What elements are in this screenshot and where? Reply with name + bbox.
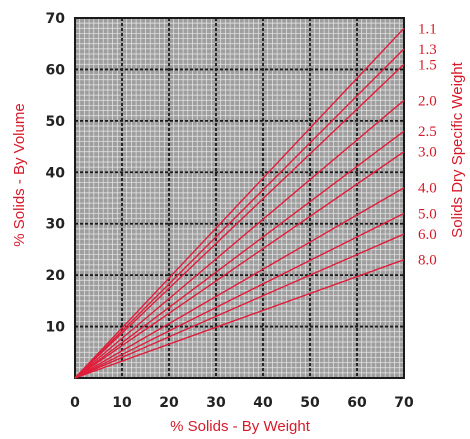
series-label-2.0: 2.0	[418, 93, 437, 109]
y-tick-label: 40	[46, 165, 66, 181]
series-label-8.0: 8.0	[418, 253, 437, 269]
y-tick-labels: 10 20 30 40 50 60 70	[46, 11, 66, 336]
series-label-2.5: 2.5	[418, 124, 437, 140]
series-label-1.5: 1.5	[418, 57, 437, 73]
series-line-4.0	[74, 187, 405, 379]
y2-axis-title: Solids Dry Specific Weight	[449, 61, 466, 237]
series-line-1.1	[74, 27, 405, 379]
y-tick-label: 70	[46, 11, 66, 27]
y-axis-title: % Solids - By Volume	[11, 103, 28, 246]
series-label-3.0: 3.0	[418, 145, 437, 161]
series-line-3.0	[74, 151, 405, 379]
series-label-5.0: 5.0	[418, 206, 437, 222]
x-tick-label: 0	[70, 395, 80, 411]
series-line-2.0	[74, 99, 405, 379]
plot-border	[74, 17, 405, 379]
series-line-6.0	[74, 233, 405, 379]
y-tick-label: 10	[46, 320, 66, 336]
x-tick-label: 60	[347, 395, 367, 411]
series-label-1.1: 1.1	[418, 21, 437, 37]
series-line-1.3	[74, 48, 405, 379]
series-lines	[74, 27, 405, 379]
series-label-1.3: 1.3	[418, 42, 437, 58]
x-tick-label: 10	[112, 395, 132, 411]
y-tick-label: 30	[46, 217, 66, 233]
plot-area	[74, 17, 405, 379]
x-tick-label: 70	[394, 395, 414, 411]
series-label-6.0: 6.0	[418, 227, 437, 243]
x-tick-label: 40	[253, 395, 273, 411]
y-tick-label: 50	[46, 114, 66, 130]
series-line-8.0	[74, 259, 405, 379]
x-tick-label: 20	[159, 395, 179, 411]
x-tick-label: 50	[300, 395, 320, 411]
y-tick-label: 60	[46, 62, 66, 78]
series-line-1.5	[74, 63, 405, 379]
x-tick-label: 30	[206, 395, 226, 411]
y-tick-label: 20	[46, 268, 66, 284]
series-labels: 1.1 1.31.5 2.0 2.5 3.0 4.0 5.0 6.0 8.0	[418, 21, 437, 268]
series-line-2.5	[74, 130, 405, 379]
series-label-4.0: 4.0	[418, 181, 437, 197]
series-line-5.0	[74, 212, 405, 379]
x-tick-labels: 0 10 20 30 40 50 60 70	[70, 395, 414, 411]
x-axis-title: % Solids - By Weight	[170, 418, 311, 435]
